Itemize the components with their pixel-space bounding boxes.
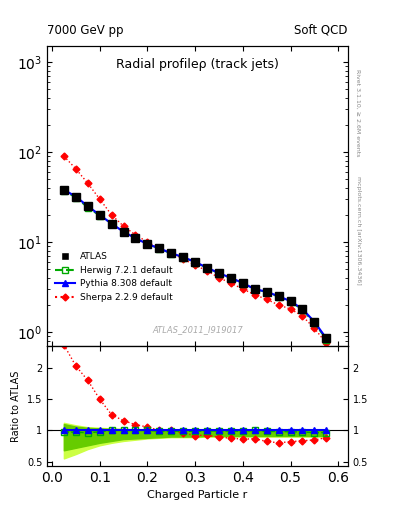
Y-axis label: Ratio to ATLAS: Ratio to ATLAS [11,370,21,442]
Text: ATLAS_2011_I919017: ATLAS_2011_I919017 [152,325,243,334]
Legend: ATLAS, Herwig 7.2.1 default, Pythia 8.308 default, Sherpa 2.2.9 default: ATLAS, Herwig 7.2.1 default, Pythia 8.30… [51,249,176,306]
Text: Soft QCD: Soft QCD [294,24,348,37]
Text: Rivet 3.1.10, ≥ 2.6M events: Rivet 3.1.10, ≥ 2.6M events [356,69,361,156]
Text: Radial profileρ (track jets): Radial profileρ (track jets) [116,58,279,71]
Text: 7000 GeV pp: 7000 GeV pp [47,24,124,37]
X-axis label: Charged Particle r: Charged Particle r [147,490,248,500]
Text: mcplots.cern.ch [arXiv:1306.3436]: mcplots.cern.ch [arXiv:1306.3436] [356,176,361,285]
